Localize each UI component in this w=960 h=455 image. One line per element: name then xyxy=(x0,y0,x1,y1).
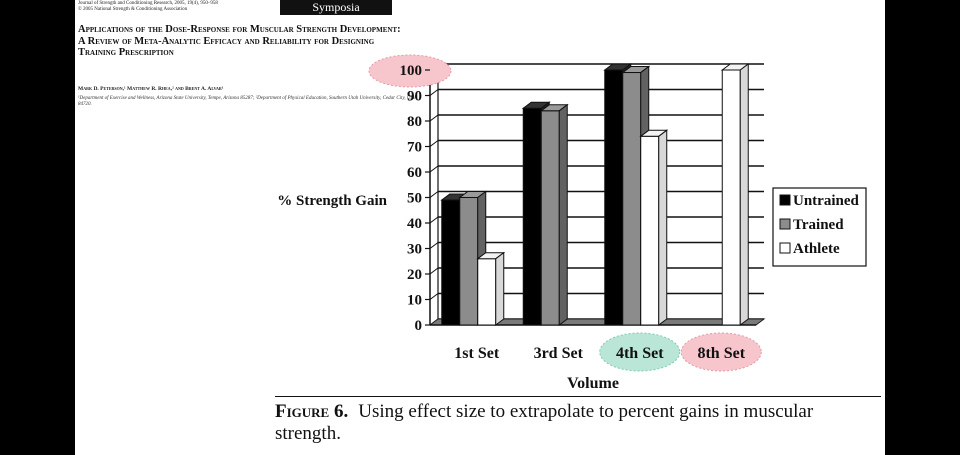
gridline-depth xyxy=(429,140,439,147)
legend-swatch xyxy=(779,194,791,206)
bar-untrained xyxy=(522,107,542,326)
x-axis-label: Volume xyxy=(567,375,619,392)
y-tick-label: 40 xyxy=(407,216,422,232)
bar-trained xyxy=(622,72,642,326)
y-tick-label: 90 xyxy=(407,89,422,105)
section-banner: Symposia xyxy=(280,0,392,15)
figure-caption: Figure 6. Using effect size to extrapolat… xyxy=(275,401,875,445)
legend-swatch xyxy=(779,218,791,230)
y-tick-label: 60 xyxy=(407,165,422,181)
bar-athlete xyxy=(721,69,741,326)
y-axis-label: % Strength Gain xyxy=(277,193,387,209)
legend-label: Trained xyxy=(793,217,844,233)
gridline-depth xyxy=(429,293,439,300)
y-tick-label: 80 xyxy=(407,114,422,130)
x-tick-label: 8th Set xyxy=(697,345,745,362)
bar-side xyxy=(495,251,505,326)
bar-trained xyxy=(540,110,560,326)
bar-athlete xyxy=(640,135,660,326)
gridline-depth xyxy=(429,242,439,249)
legend-label: Untrained xyxy=(793,193,859,209)
legend-label: Athlete xyxy=(793,241,840,257)
x-tick-label: 4th Set xyxy=(616,345,664,362)
gridline-depth xyxy=(429,267,439,275)
y-tick-label: 100 xyxy=(400,63,423,79)
bar-untrained xyxy=(441,199,461,326)
article-title: Applications of the Dose-Response for Mu… xyxy=(78,24,401,58)
x-tick-label: 1st Set xyxy=(454,345,500,362)
paper-page: Journal of Strength and Conditioning Res… xyxy=(75,0,885,455)
gridline-depth xyxy=(429,191,439,198)
article-authors: Mark D. Peterson,¹ Matthew R. Rhea,² and… xyxy=(78,86,224,92)
gridline-depth xyxy=(429,216,439,224)
bar-athlete xyxy=(477,258,497,326)
bar-side xyxy=(739,63,749,326)
y-tick-label: 70 xyxy=(407,140,422,156)
category-highlight xyxy=(680,332,762,372)
gridline-depth xyxy=(429,165,439,173)
bar-trained xyxy=(459,197,479,326)
caption-rule xyxy=(275,396,881,397)
y-tick-label: 20 xyxy=(407,267,422,283)
category-highlight xyxy=(599,332,681,372)
bar-side xyxy=(558,103,568,326)
x-tick-label: 3rd Set xyxy=(534,345,584,362)
figure-label: Figure 6. xyxy=(275,401,349,422)
y-tick-label: 10 xyxy=(407,293,422,309)
y-tick-label: 0 xyxy=(415,318,423,334)
y-tick-label: 50 xyxy=(407,191,422,207)
article-affiliation: ¹Department of Exercise and Wellness, Ar… xyxy=(78,96,417,107)
legend-swatch xyxy=(779,242,791,254)
y-tick-label: 30 xyxy=(407,242,422,258)
tick-highlight xyxy=(368,54,452,88)
bar-side xyxy=(658,129,668,326)
journal-header: Journal of Strength and Conditioning Res… xyxy=(78,1,218,12)
gridline-depth xyxy=(429,114,439,122)
gridline-depth xyxy=(429,89,439,96)
figure-caption-text: Using effect size to extrapolate to perc… xyxy=(275,401,814,444)
bar-untrained xyxy=(604,69,624,326)
